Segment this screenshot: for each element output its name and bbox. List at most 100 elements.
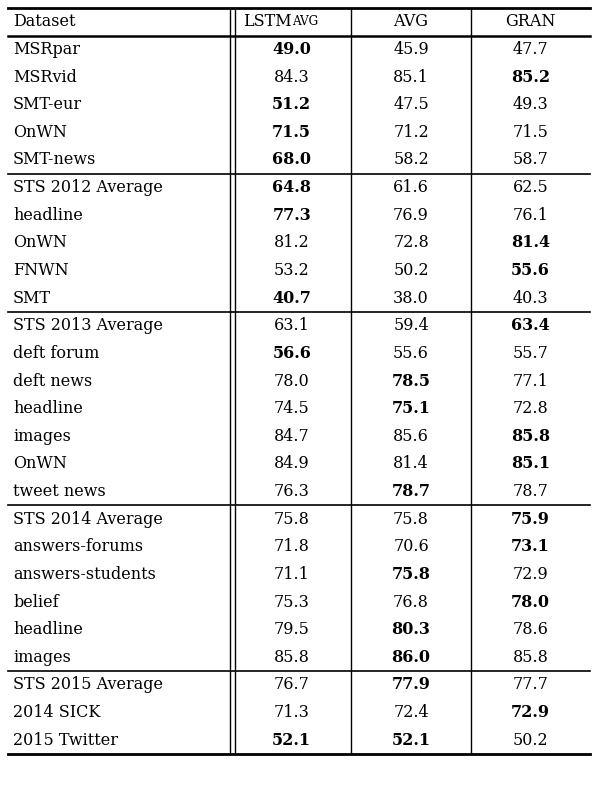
Text: answers-forums: answers-forums (13, 538, 143, 555)
Text: 52.1: 52.1 (272, 732, 312, 749)
Text: LSTM: LSTM (243, 13, 292, 30)
Text: 78.0: 78.0 (274, 372, 310, 390)
Text: 84.3: 84.3 (274, 68, 310, 86)
Text: 79.5: 79.5 (274, 621, 310, 638)
Text: 78.7: 78.7 (392, 483, 431, 500)
Text: 81.4: 81.4 (393, 456, 429, 472)
Text: STS 2014 Average: STS 2014 Average (13, 511, 163, 528)
Text: 72.8: 72.8 (393, 234, 429, 252)
Text: MSRpar: MSRpar (13, 41, 80, 58)
Text: 76.9: 76.9 (393, 206, 429, 224)
Text: 55.6: 55.6 (393, 345, 429, 362)
Text: 76.3: 76.3 (274, 483, 310, 500)
Text: 85.2: 85.2 (511, 68, 550, 86)
Text: 78.0: 78.0 (511, 594, 550, 611)
Text: STS 2015 Average: STS 2015 Average (13, 676, 163, 693)
Text: 77.9: 77.9 (392, 676, 431, 693)
Text: OnWN: OnWN (13, 456, 67, 472)
Text: 49.0: 49.0 (272, 41, 311, 58)
Text: FNWN: FNWN (13, 262, 69, 279)
Text: 80.3: 80.3 (392, 621, 431, 638)
Text: 59.4: 59.4 (393, 318, 429, 334)
Text: 81.2: 81.2 (274, 234, 310, 252)
Text: 77.1: 77.1 (512, 372, 548, 390)
Text: SMT: SMT (13, 290, 51, 306)
Text: deft forum: deft forum (13, 345, 99, 362)
Text: 76.1: 76.1 (512, 206, 548, 224)
Text: MSRvid: MSRvid (13, 68, 77, 86)
Text: 50.2: 50.2 (512, 732, 548, 749)
Text: 74.5: 74.5 (274, 400, 310, 417)
Text: 77.7: 77.7 (512, 676, 548, 693)
Text: answers-students: answers-students (13, 566, 156, 583)
Text: 72.9: 72.9 (512, 566, 548, 583)
Text: STS 2012 Average: STS 2012 Average (13, 179, 163, 196)
Text: 58.2: 58.2 (393, 152, 429, 168)
Text: 64.8: 64.8 (272, 179, 311, 196)
Text: 71.3: 71.3 (274, 704, 310, 721)
Text: deft news: deft news (13, 372, 92, 390)
Text: 78.5: 78.5 (392, 372, 431, 390)
Text: 76.8: 76.8 (393, 594, 429, 611)
Text: 55.6: 55.6 (511, 262, 550, 279)
Text: belief: belief (13, 594, 59, 611)
Text: 71.5: 71.5 (512, 124, 548, 141)
Text: 71.1: 71.1 (274, 566, 310, 583)
Text: 53.2: 53.2 (274, 262, 310, 279)
Text: Dataset: Dataset (13, 13, 75, 30)
Text: AVG: AVG (292, 15, 318, 29)
Text: 72.4: 72.4 (393, 704, 429, 721)
Text: images: images (13, 649, 71, 666)
Text: 61.6: 61.6 (393, 179, 429, 196)
Text: SMT-eur: SMT-eur (13, 96, 82, 114)
Text: 51.2: 51.2 (272, 96, 312, 114)
Text: 85.1: 85.1 (511, 456, 550, 472)
Text: 47.5: 47.5 (393, 96, 429, 114)
Text: 78.6: 78.6 (512, 621, 548, 638)
Text: GRAN: GRAN (505, 13, 556, 30)
Text: 73.1: 73.1 (511, 538, 550, 555)
Text: 38.0: 38.0 (393, 290, 429, 306)
Text: OnWN: OnWN (13, 234, 67, 252)
Text: 85.6: 85.6 (393, 428, 429, 445)
Text: 84.9: 84.9 (274, 456, 310, 472)
Text: 71.8: 71.8 (274, 538, 310, 555)
Text: 63.4: 63.4 (511, 318, 550, 334)
Text: 50.2: 50.2 (393, 262, 429, 279)
Text: 75.1: 75.1 (392, 400, 431, 417)
Text: 84.7: 84.7 (274, 428, 310, 445)
Text: 62.5: 62.5 (512, 179, 548, 196)
Text: OnWN: OnWN (13, 124, 67, 141)
Text: images: images (13, 428, 71, 445)
Text: 2015 Twitter: 2015 Twitter (13, 732, 118, 749)
Text: 71.5: 71.5 (272, 124, 311, 141)
Text: 75.8: 75.8 (392, 566, 431, 583)
Text: 58.7: 58.7 (512, 152, 548, 168)
Text: 76.7: 76.7 (274, 676, 310, 693)
Text: 85.8: 85.8 (511, 428, 550, 445)
Text: 85.1: 85.1 (393, 68, 429, 86)
Text: 40.3: 40.3 (512, 290, 548, 306)
Text: 47.7: 47.7 (512, 41, 548, 58)
Text: 72.8: 72.8 (512, 400, 548, 417)
Text: 75.8: 75.8 (393, 511, 429, 528)
Text: SMT-news: SMT-news (13, 152, 96, 168)
Text: 72.9: 72.9 (511, 704, 550, 721)
Text: 56.6: 56.6 (272, 345, 311, 362)
Text: 68.0: 68.0 (272, 152, 311, 168)
Text: 86.0: 86.0 (392, 649, 431, 666)
Text: 81.4: 81.4 (511, 234, 550, 252)
Text: 85.8: 85.8 (512, 649, 548, 666)
Text: 45.9: 45.9 (393, 41, 429, 58)
Text: 2014 SICK: 2014 SICK (13, 704, 100, 721)
Text: 75.9: 75.9 (511, 511, 550, 528)
Text: 75.3: 75.3 (274, 594, 310, 611)
Text: 49.3: 49.3 (512, 96, 548, 114)
Text: tweet news: tweet news (13, 483, 106, 500)
Text: 70.6: 70.6 (393, 538, 429, 555)
Text: 85.8: 85.8 (274, 649, 310, 666)
Text: 52.1: 52.1 (392, 732, 431, 749)
Text: 71.2: 71.2 (393, 124, 429, 141)
Text: 77.3: 77.3 (272, 206, 311, 224)
Text: headline: headline (13, 400, 83, 417)
